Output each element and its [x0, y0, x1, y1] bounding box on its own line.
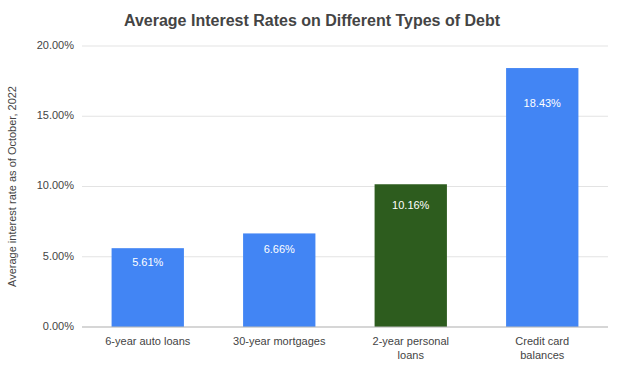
- data-label: 10.16%: [392, 199, 430, 211]
- chart: Average Interest Rates on Different Type…: [0, 0, 624, 385]
- data-label: 6.66%: [264, 243, 295, 255]
- x-axis-line: [82, 327, 608, 328]
- title: Average Interest Rates on Different Type…: [124, 12, 501, 29]
- grid-line: [82, 327, 608, 328]
- x-tick-label: 6-year auto loans: [105, 335, 190, 347]
- y-axis-label: Average interest rate as of October, 202…: [6, 86, 18, 287]
- x-tick-label: 2-year personalloans: [373, 335, 449, 361]
- x-tick-label: Credit cardbalances: [515, 335, 569, 361]
- y-tick-label: 10.00%: [37, 179, 75, 191]
- data-label: 5.61%: [132, 256, 163, 268]
- x-tick-label: 30-year mortgages: [233, 335, 326, 347]
- y-tick-label: 15.00%: [37, 109, 75, 121]
- bar: [506, 68, 578, 327]
- data-label: 18.43%: [524, 97, 562, 109]
- bar: [112, 248, 184, 327]
- y-tick-label: 0.00%: [43, 320, 74, 332]
- chart-container: Average Interest Rates on Different Type…: [0, 0, 624, 385]
- bar: [243, 233, 315, 327]
- bar: [375, 184, 447, 327]
- y-tick-label: 5.00%: [43, 250, 74, 262]
- grid: [82, 46, 608, 327]
- y-tick-label: 20.00%: [37, 39, 75, 51]
- grid-line: [82, 46, 608, 47]
- bars: [112, 68, 579, 327]
